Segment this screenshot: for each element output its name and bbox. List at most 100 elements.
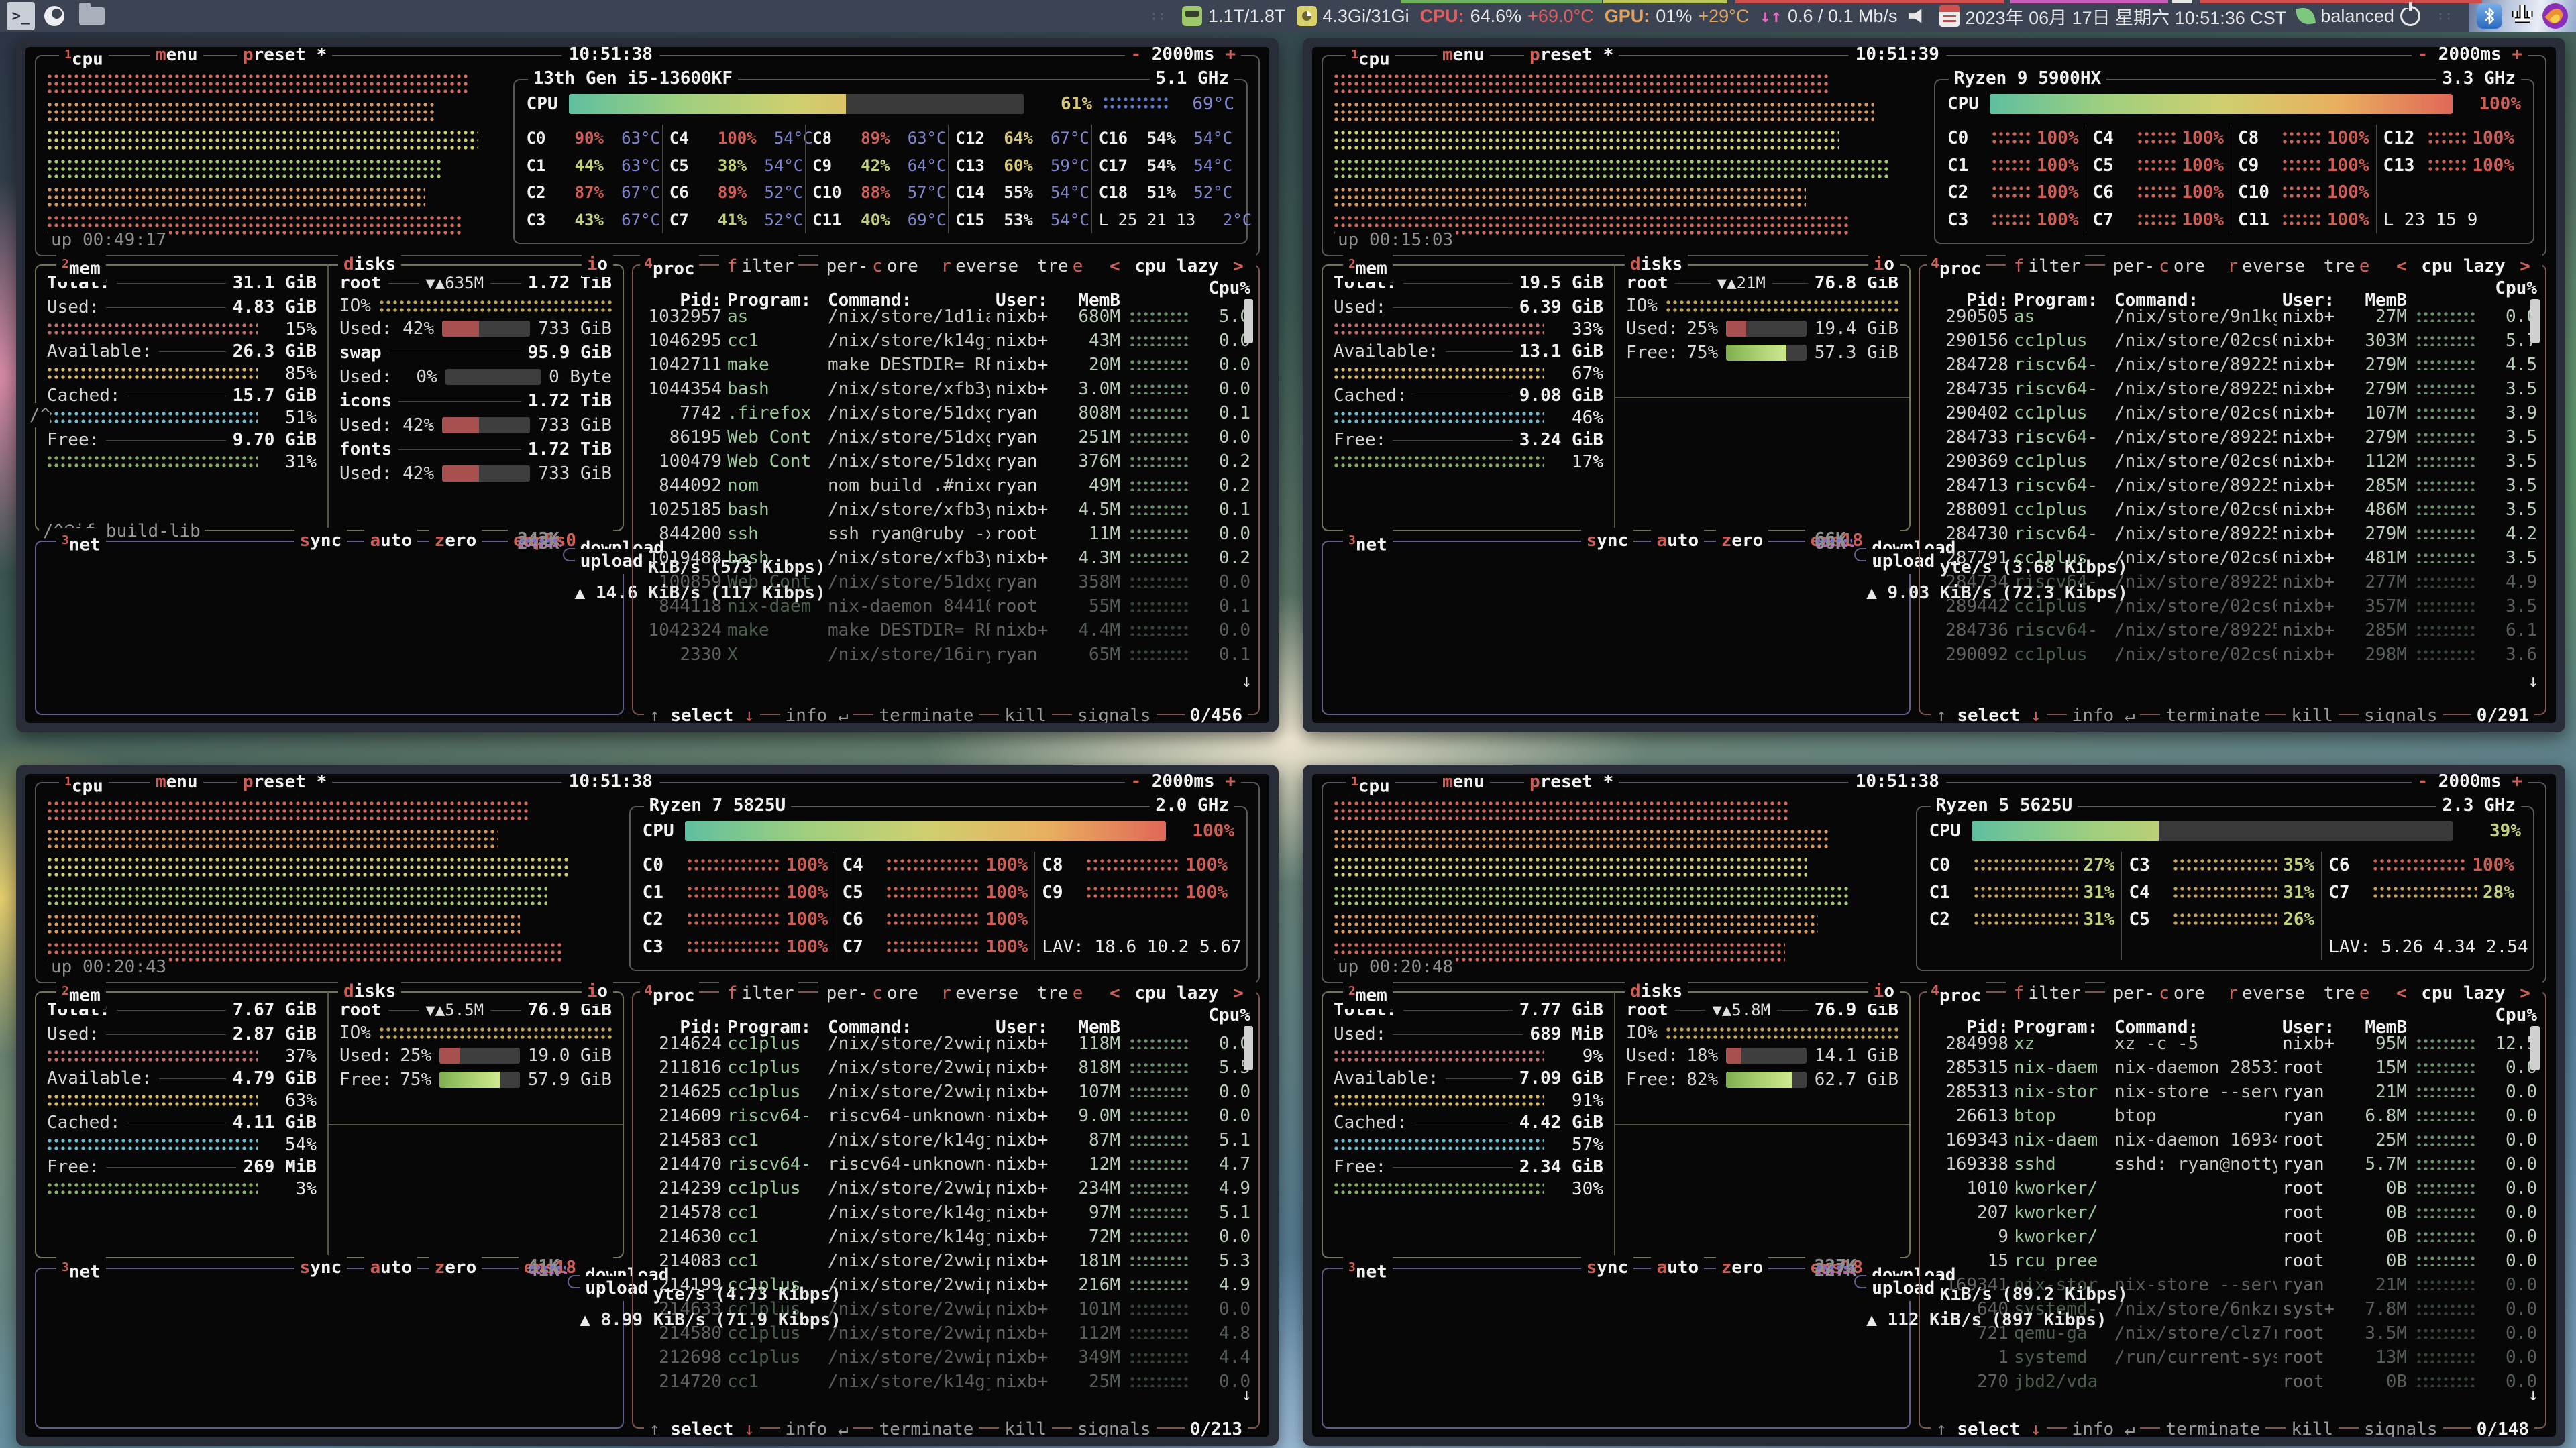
- proc-sort-selector[interactable]: < cpu lazy >: [1102, 256, 1252, 276]
- io-toggle[interactable]: io: [581, 252, 613, 277]
- memory-widget[interactable]: 4.3Gi/31Gi: [1296, 6, 1409, 27]
- net-zero-toggle[interactable]: zero: [429, 1255, 482, 1280]
- process-row[interactable]: 284730riscv64-/nix/store/89225k9xnixb+27…: [1945, 524, 2537, 544]
- process-row[interactable]: 284733riscv64-/nix/store/89225k9xnixb+27…: [1945, 427, 2537, 447]
- process-row[interactable]: 211816cc1plus/nix/store/2vwipws2nixb+818…: [659, 1058, 1250, 1078]
- process-row[interactable]: 284728riscv64-/nix/store/89225k9xnixb+27…: [1945, 355, 2537, 375]
- net-interface-switch[interactable]: ens18 n>41K41Kdownload▼ 606 Byte/s(4.73 …: [518, 1255, 841, 1330]
- proc-tree-button[interactable]: tre e: [2319, 256, 2378, 276]
- process-row[interactable]: 290156cc1plus/nix/store/02cs0d7snixb+303…: [1945, 331, 2537, 351]
- process-row[interactable]: 290092cc1plus/nix/store/02cs0d7snixb+298…: [1945, 645, 2537, 665]
- proc-signals-action[interactable]: signals: [1071, 1417, 1157, 1437]
- mem-box-title[interactable]: 2mem: [1343, 252, 1393, 282]
- network-widget[interactable]: ↓↑ 0.6 / 0.1 Mb/s: [1760, 6, 1897, 27]
- process-row[interactable]: 270 jbd2/vda root 0B 0.0: [1977, 1372, 2537, 1392]
- disks-box-title[interactable]: disks: [1625, 979, 1688, 1004]
- bluetooth-icon[interactable]: [2477, 3, 2502, 29]
- process-row[interactable]: 214580cc1plus/nix/store/2vwipws2nixb+112…: [659, 1323, 1250, 1343]
- proc-percore-button[interactable]: per-c ore: [2108, 256, 2209, 276]
- proc-sort-selector[interactable]: < cpu lazy >: [2388, 983, 2538, 1003]
- io-toggle[interactable]: io: [581, 979, 613, 1004]
- process-row[interactable]: 214633cc1plus/nix/store/2vwipws2nixb+101…: [659, 1299, 1250, 1319]
- proc-info-action[interactable]: info ↵: [2066, 704, 2141, 723]
- process-row[interactable]: 212698cc1plus/nix/store/2vwipws2nixb+349…: [659, 1347, 1250, 1368]
- proc-signals-action[interactable]: signals: [2358, 704, 2443, 723]
- proc-scrollbar[interactable]: [2530, 299, 2540, 343]
- proc-kill-action[interactable]: kill: [2286, 1417, 2339, 1437]
- process-row[interactable]: 15 rcu_pree root 0B 0.0: [1987, 1251, 2537, 1271]
- proc-tree-button[interactable]: tre e: [1032, 256, 1091, 276]
- proc-filter-button[interactable]: f ilter: [718, 981, 798, 1005]
- process-row[interactable]: 169338 sshd sshd: ryan@notty ryan 5.7M 0.0: [1945, 1154, 2537, 1174]
- process-row[interactable]: 1044354bash/nix/store/xfb3ykw9nixb+3.0M0…: [648, 379, 1250, 399]
- proc-reverse-button[interactable]: r everse: [2219, 256, 2310, 276]
- net-auto-toggle[interactable]: auto: [364, 528, 418, 553]
- proc-info-action[interactable]: info ↵: [2066, 1417, 2141, 1437]
- process-row[interactable]: 284998 xz xz -c -5 nixb+ 95M 12.5: [1945, 1034, 2537, 1054]
- process-row[interactable]: 284734riscv64-/nix/store/89225k9xnixb+27…: [1945, 572, 2537, 592]
- cpu-widget[interactable]: CPU: 64.6% +69.0°C: [1420, 6, 1594, 27]
- ime-icon[interactable]: [2510, 2, 2534, 31]
- menu-button[interactable]: menu: [150, 774, 203, 795]
- process-row[interactable]: 214470riscv64-riscv64-unknown-linnixb+12…: [659, 1154, 1250, 1174]
- process-row[interactable]: 9 kworker/root 0B 0.0: [1998, 1227, 2537, 1247]
- flameshot-icon[interactable]: [2542, 3, 2568, 29]
- process-row[interactable]: 284735riscv64-/nix/store/89225k9xnixb+27…: [1945, 379, 2537, 399]
- process-row[interactable]: 214625cc1plus/nix/store/2vwipws2nixb+107…: [659, 1082, 1250, 1102]
- proc-terminate-action[interactable]: terminate: [2160, 1417, 2266, 1437]
- net-zero-toggle[interactable]: zero: [429, 528, 482, 553]
- process-row[interactable]: 289442cc1plus/nix/store/02cs0d7snixb+357…: [1945, 596, 2537, 616]
- net-box-title[interactable]: 3net: [1343, 1255, 1393, 1285]
- proc-reverse-button[interactable]: r everse: [2219, 983, 2310, 1003]
- process-row[interactable]: 214199cc1plus/nix/store/2vwipws2nixb+216…: [659, 1275, 1250, 1295]
- proc-percore-button[interactable]: per-c ore: [2108, 983, 2209, 1003]
- process-row[interactable]: 287791cc1plus/nix/store/02cs0d7snixb+481…: [1945, 548, 2537, 568]
- proc-info-action[interactable]: info ↵: [780, 1417, 854, 1437]
- cpu-box-title[interactable]: 1cpu: [59, 774, 109, 799]
- proc-scrollbar[interactable]: [1244, 1026, 1253, 1070]
- proc-select-action[interactable]: ↑ select ↓: [1931, 704, 2047, 723]
- proc-kill-action[interactable]: kill: [999, 704, 1052, 723]
- refresh-interval[interactable]: - 2000ms +: [1125, 774, 1241, 793]
- net-sync-toggle[interactable]: sync: [294, 1255, 347, 1280]
- proc-terminate-action[interactable]: terminate: [2160, 704, 2266, 723]
- speaker-icon[interactable]: [1908, 9, 1922, 23]
- process-row[interactable]: 214624cc1plus/nix/store/2vwipws2nixb+118…: [659, 1034, 1250, 1054]
- process-row[interactable]: 1025185bash/nix/store/xfb3ykw9nixb+4.5M0…: [648, 500, 1250, 520]
- proc-select-action[interactable]: ↑ select ↓: [1931, 1417, 2047, 1437]
- proc-reverse-button[interactable]: r everse: [932, 256, 1023, 276]
- preset-button[interactable]: preset *: [237, 47, 333, 68]
- menu-button[interactable]: menu: [1437, 47, 1490, 68]
- proc-select-action[interactable]: ↑ select ↓: [644, 1417, 760, 1437]
- gpu-widget[interactable]: GPU: 01% +29°C: [1605, 6, 1750, 27]
- proc-terminate-action[interactable]: terminate: [873, 704, 979, 723]
- proc-scrollbar[interactable]: [1244, 299, 1253, 343]
- net-interface-switch[interactable]: ens18 n>227K227Kdownload▼ 11.1 KiB/s(89.…: [1805, 1255, 2128, 1330]
- process-row[interactable]: 169343 nix-daem nix-daemon 169341 root 25M 0.…: [1945, 1130, 2537, 1150]
- disks-box-title[interactable]: disks: [338, 979, 402, 1004]
- net-box-title[interactable]: 3net: [56, 1255, 106, 1285]
- preset-button[interactable]: preset *: [1524, 774, 1619, 795]
- process-row[interactable]: 1010 kworker/root 0B 0.0: [1966, 1178, 2537, 1199]
- process-row[interactable]: 284736riscv64-/nix/store/89225k9xnixb+28…: [1945, 620, 2537, 641]
- menu-button[interactable]: menu: [1437, 774, 1490, 795]
- proc-percore-button[interactable]: per-c ore: [822, 983, 922, 1003]
- mem-box-title[interactable]: 2mem: [1343, 979, 1393, 1009]
- process-row[interactable]: 640systemd-/nix/store/6nkzr60nsyst+7.8M0…: [1977, 1299, 2537, 1319]
- process-row[interactable]: 214609riscv64-riscv64-unknown-linnixb+9.…: [659, 1106, 1250, 1126]
- mem-box-title[interactable]: 2mem: [56, 979, 106, 1009]
- menu-button[interactable]: menu: [150, 47, 203, 68]
- process-row[interactable]: 290369cc1plus/nix/store/02cs0d7snixb+112…: [1945, 451, 2537, 471]
